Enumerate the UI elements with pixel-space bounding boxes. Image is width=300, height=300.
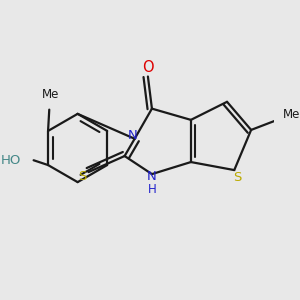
Text: O: O (142, 60, 154, 75)
Text: HO: HO (1, 154, 21, 167)
Text: H: H (148, 183, 156, 196)
Text: N: N (147, 169, 157, 183)
Text: N: N (128, 129, 137, 142)
Text: Me: Me (42, 88, 60, 101)
Text: Me: Me (283, 108, 300, 121)
Text: S: S (233, 171, 242, 184)
Text: S: S (78, 170, 87, 183)
